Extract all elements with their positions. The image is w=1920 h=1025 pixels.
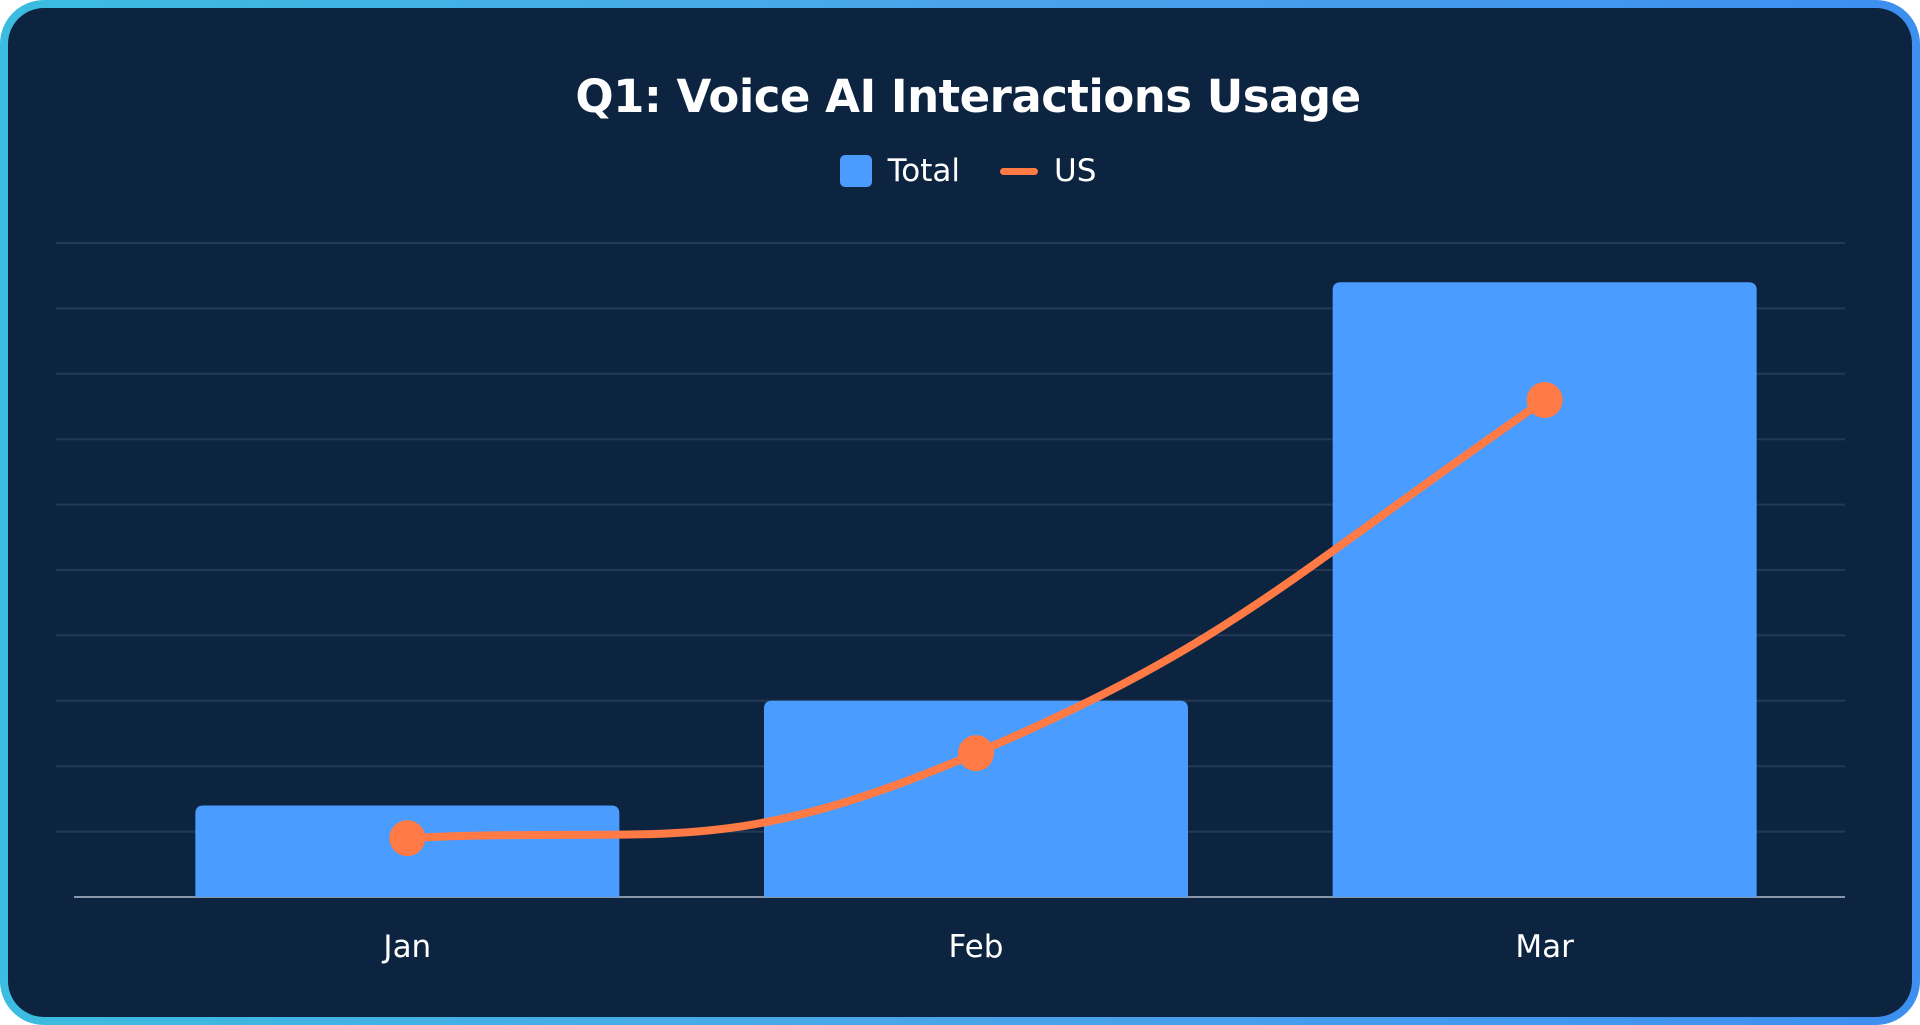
x-tick-label: Feb	[949, 929, 1004, 965]
point-us-feb[interactable]	[958, 735, 994, 772]
x-tick-label: Jan	[381, 929, 431, 965]
legend-item-us[interactable]: US	[1000, 153, 1096, 189]
legend-label-total: Total	[887, 153, 961, 189]
point-us-jan[interactable]	[389, 820, 426, 857]
bar-feb[interactable]	[764, 700, 1188, 897]
point-us-mar[interactable]	[1526, 381, 1563, 418]
legend-item-total[interactable]: Total	[839, 153, 961, 189]
legend-label-us: US	[1054, 153, 1097, 189]
bar-mar[interactable]	[1332, 282, 1757, 897]
legend-swatch-us	[1000, 167, 1039, 175]
legend-swatch-total	[839, 155, 872, 187]
chart-title: Q1: Voice AI Interactions Usage	[575, 70, 1361, 123]
chart-legend: Total US	[8, 153, 1912, 189]
x-tick-label: Mar	[1515, 929, 1574, 965]
